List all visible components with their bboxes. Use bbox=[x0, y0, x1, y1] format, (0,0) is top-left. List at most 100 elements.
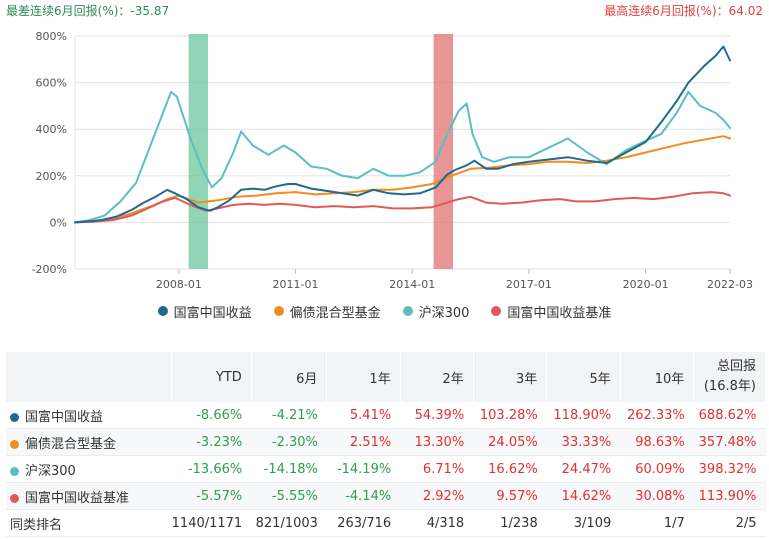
return-cell: 13.30% bbox=[400, 428, 474, 456]
x-tick-label: 2017-01 bbox=[506, 278, 552, 291]
series-line-3 bbox=[74, 191, 731, 224]
return-cell: -2.30% bbox=[251, 428, 327, 456]
header-6m: 6月 bbox=[251, 352, 328, 402]
y-tick-label: 400% bbox=[36, 123, 67, 136]
return-cell: 33.33% bbox=[546, 428, 621, 456]
return-cell: -8.66% bbox=[171, 402, 252, 429]
legend-item-hs300[interactable]: 沪深300 bbox=[402, 300, 470, 322]
rank-cell: 821/1003 bbox=[251, 509, 327, 537]
rank-cell: 1/7 bbox=[620, 509, 694, 537]
row-name-label: 国富中国收益 bbox=[25, 409, 104, 425]
returns-row: 偏债混合型基金 -3.23% -2.30% 2.51% 13.30% 24.05% 33.3… bbox=[6, 428, 766, 456]
legend-item-fund[interactable]: 国富中国收益 bbox=[157, 300, 252, 322]
row-name-label: 沪深300 bbox=[25, 463, 76, 479]
header-total-period: (16.8年) bbox=[703, 379, 756, 394]
series-lines bbox=[74, 45, 731, 224]
x-axis-labels: 2008-01 2011-01 2014-01 2017-01 2020-01 2022-… bbox=[156, 278, 753, 291]
rank-cell: 3/109 bbox=[546, 509, 621, 537]
x-tick-label: 2020-01 bbox=[623, 278, 669, 291]
returns-table: YTD 6月 1年 2年 3年 5年 10年 总回报 (16.8年) 国富中国收… bbox=[6, 352, 766, 537]
highlight-bands bbox=[188, 34, 454, 269]
return-cell: 5.41% bbox=[326, 402, 401, 429]
return-cell: -4.14% bbox=[326, 482, 401, 510]
header-10y: 10年 bbox=[620, 352, 695, 402]
y-tick-label: 200% bbox=[36, 170, 67, 183]
return-cell: -14.18% bbox=[251, 455, 327, 483]
y-tick-label: 600% bbox=[36, 77, 67, 90]
legend-marker-fund bbox=[157, 306, 168, 316]
series-line-1 bbox=[74, 135, 731, 224]
return-cell: 118.90% bbox=[546, 402, 621, 429]
y-axis-labels: 800% 600% 400% 200% 0% -200% bbox=[32, 30, 67, 276]
worst-6m-highlight-band bbox=[188, 34, 209, 269]
legend-label-fund: 国富中国收益 bbox=[173, 305, 252, 321]
returns-table-header: YTD 6月 1年 2年 3年 5年 10年 总回报 (16.8年) bbox=[6, 352, 766, 402]
series-line-0 bbox=[74, 45, 731, 224]
rank-cell: 2/5 bbox=[693, 509, 766, 537]
legend-marker-category bbox=[273, 306, 284, 316]
best-6m-return-note: 最高连续6月回报(%)：64.02 bbox=[604, 4, 763, 18]
return-cell: 6.71% bbox=[400, 455, 474, 483]
return-cell: -14.19% bbox=[326, 455, 401, 483]
legend-label-category: 偏债混合型基金 bbox=[289, 305, 381, 321]
returns-row: 国富中国收益基准 -5.57% -5.55% -4.14% 2.92% 9.57% 14.6… bbox=[6, 482, 766, 510]
row-name: 国富中国收益基准 bbox=[6, 482, 172, 510]
return-cell: -4.21% bbox=[251, 402, 327, 429]
return-cell: -3.23% bbox=[171, 428, 252, 456]
header-5y: 5年 bbox=[546, 352, 621, 402]
worst-6m-return-note: 最差连续6月回报(%)：-35.87 bbox=[6, 4, 170, 18]
return-cell: 103.28% bbox=[473, 402, 547, 429]
return-cell: 30.08% bbox=[620, 482, 694, 510]
legend-item-benchmark[interactable]: 国富中国收益基准 bbox=[491, 300, 611, 322]
return-cell: 14.62% bbox=[546, 482, 621, 510]
return-cell: 24.47% bbox=[546, 455, 621, 483]
header-total: 总回报 (16.8年) bbox=[693, 352, 766, 402]
x-tick-label: 2014-01 bbox=[389, 278, 435, 291]
return-cell: 54.39% bbox=[400, 402, 474, 429]
return-cell: 98.63% bbox=[620, 428, 694, 456]
row-name: 国富中国收益 bbox=[6, 402, 172, 429]
chart-legend: 国富中国收益 偏债混合型基金 沪深300 国富中国收益基准 bbox=[0, 300, 769, 322]
chart-grid bbox=[74, 35, 731, 274]
return-cell: 262.33% bbox=[620, 402, 694, 429]
legend-label-hs300: 沪深300 bbox=[418, 305, 470, 321]
y-tick-label: 800% bbox=[36, 30, 67, 43]
row-marker bbox=[10, 439, 19, 449]
rank-cell: 4/318 bbox=[400, 509, 474, 537]
header-1y: 1年 bbox=[326, 352, 401, 402]
header-3y: 3年 bbox=[473, 352, 548, 402]
return-cell: 398.32% bbox=[693, 455, 766, 483]
rank-cell: 263/716 bbox=[326, 509, 401, 537]
return-cell: 113.90% bbox=[693, 482, 766, 510]
row-marker bbox=[10, 493, 19, 503]
legend-item-category[interactable]: 偏债混合型基金 bbox=[273, 300, 381, 322]
return-cell: 2.92% bbox=[400, 482, 474, 510]
return-cell: -5.55% bbox=[251, 482, 327, 510]
header-blank bbox=[6, 352, 173, 402]
x-tick-label: 2022-03 bbox=[707, 278, 753, 291]
returns-row: 国富中国收益 -8.66% -4.21% 5.41% 54.39% 103.28% 118.… bbox=[6, 402, 766, 429]
series-line-2 bbox=[74, 90, 731, 224]
best-6m-highlight-band bbox=[433, 34, 454, 269]
return-cell: 9.57% bbox=[473, 482, 547, 510]
row-name-label: 国富中国收益基准 bbox=[25, 490, 130, 506]
x-tick-label: 2011-01 bbox=[273, 278, 319, 291]
rank-cell: 1/238 bbox=[473, 509, 547, 537]
returns-row: 沪深300 -13.66% -14.18% -14.19% 6.71% 16.62% 24.… bbox=[6, 455, 766, 483]
rank-cell: 1140/1171 bbox=[171, 509, 252, 537]
legend-label-benchmark: 国富中国收益基准 bbox=[507, 305, 612, 321]
row-name: 偏债混合型基金 bbox=[6, 428, 172, 456]
rank-row: 同类排名 1140/1171 821/1003 263/716 4/318 1/238 3/… bbox=[6, 509, 766, 537]
rank-row-label: 同类排名 bbox=[6, 509, 172, 537]
return-cell: 357.48% bbox=[693, 428, 766, 456]
header-2y: 2年 bbox=[400, 352, 474, 402]
return-cell: 2.51% bbox=[326, 428, 401, 456]
legend-marker-hs300 bbox=[402, 306, 413, 316]
row-marker bbox=[10, 412, 19, 422]
row-name-label: 偏债混合型基金 bbox=[25, 436, 117, 452]
return-cell: 688.62% bbox=[693, 402, 766, 429]
y-tick-label: 0% bbox=[50, 216, 67, 229]
return-cell: -13.66% bbox=[171, 455, 252, 483]
return-cell: 24.05% bbox=[473, 428, 547, 456]
return-cell: 16.62% bbox=[473, 455, 547, 483]
